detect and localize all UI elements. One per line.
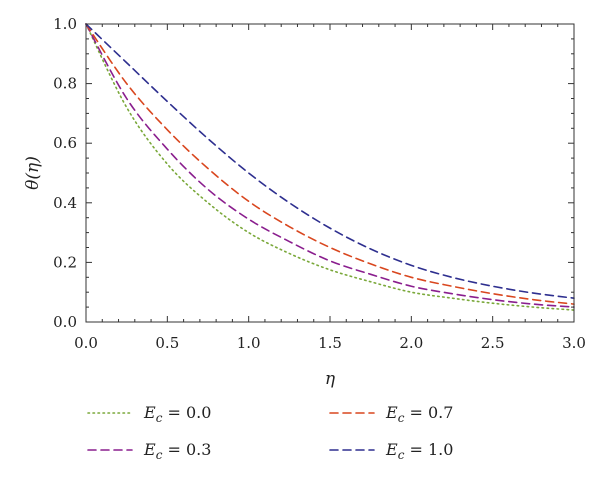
x-axis-label: η <box>325 369 336 389</box>
series-line-2 <box>85 23 575 305</box>
series-curves <box>85 23 575 311</box>
y-tick-label: 0.6 <box>53 134 77 152</box>
y-tick-label: 0.0 <box>53 313 77 331</box>
y-tick-label: 0.2 <box>53 253 77 271</box>
legend-label: Ec = 1.0 <box>385 440 453 462</box>
legend-label: Ec = 0.3 <box>143 440 211 462</box>
x-tick-label: 0.5 <box>155 334 179 352</box>
legend-label: Ec = 0.7 <box>385 403 453 425</box>
series-line-0 <box>85 23 575 311</box>
x-tick-label: 2.5 <box>481 334 505 352</box>
series-line-1 <box>85 23 575 308</box>
legend-label: Ec = 0.0 <box>143 403 211 425</box>
x-tick-label: 0.0 <box>74 334 98 352</box>
x-tick-label: 3.0 <box>562 334 586 352</box>
legend-entry: Ec = 0.0 <box>87 403 211 425</box>
x-tick-label: 1.5 <box>318 334 342 352</box>
legend-entry: Ec = 0.3 <box>87 440 211 462</box>
legend-entry: Ec = 0.7 <box>329 403 453 425</box>
y-tick-label: 0.8 <box>53 75 77 93</box>
y-tick-label: 1.0 <box>53 15 77 33</box>
y-tick-label: 0.4 <box>53 194 77 212</box>
series-line-3 <box>85 23 575 299</box>
plot-frame <box>85 23 575 323</box>
axis-ticks: 0.0 0.5 1.0 1.5 2.0 2.5 3.0 0.0 0.2 0.4 0.6 0.8 1.0 <box>53 15 586 352</box>
legend-entry: Ec = 1.0 <box>329 440 453 462</box>
x-tick-label: 2.0 <box>399 334 423 352</box>
x-tick-label: 1.0 <box>237 334 261 352</box>
legend: Ec = 0.0 Ec = 0.3 Ec = 0.7 Ec = 1.0 <box>87 403 453 462</box>
y-axis-label: θ(η) <box>23 156 43 190</box>
